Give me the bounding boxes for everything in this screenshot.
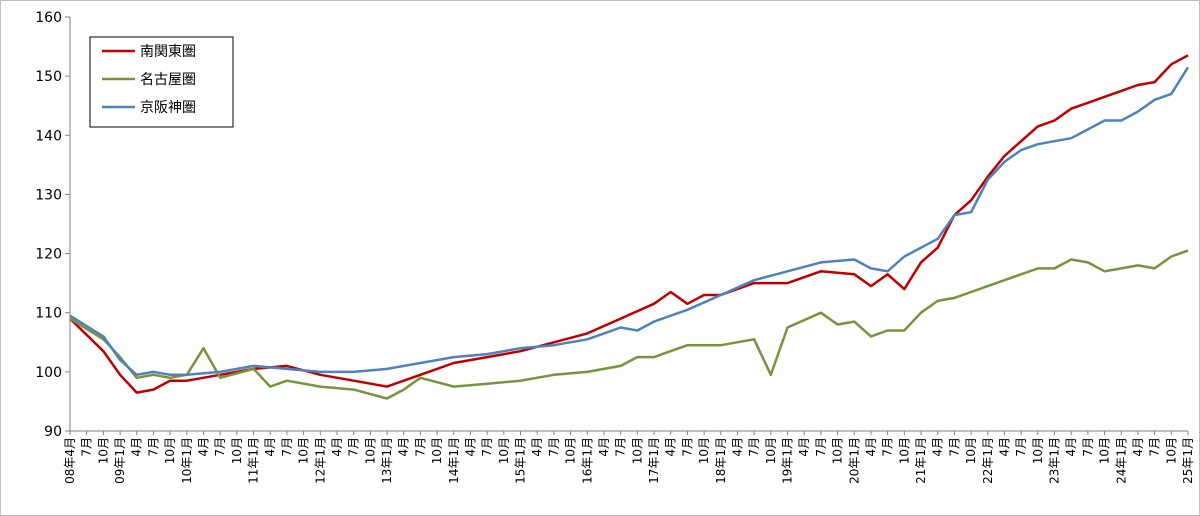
x-tick-label: 7月 (547, 437, 561, 457)
x-tick-label: 4月 (1131, 437, 1145, 457)
x-tick-label: 10月 (964, 437, 978, 464)
series-line-1 (69, 249, 1189, 400)
x-tick-label: 16年1月 (580, 437, 594, 484)
x-tick-label: 11年1月 (247, 437, 261, 484)
x-tick-labels: 08年4月 7月 10月 09年1月 4月 7月 10月 10年1月 4月 7月 10月 11年1月 4… (63, 437, 1195, 484)
x-tick-label: 7月 (814, 437, 828, 457)
legend-label: 南関東圏 (140, 44, 196, 60)
x-tick-label: 10月 (497, 437, 511, 464)
x-tick-label: 09年1月 (113, 437, 127, 484)
x-tick-label: 10月 (1164, 437, 1178, 464)
x-tick-label: 18年1月 (714, 437, 728, 484)
x-tick-label: 10月 (230, 437, 244, 464)
x-tick-label: 7月 (947, 437, 961, 457)
x-tick-label: 4月 (330, 437, 344, 457)
x-tick-label: 10月 (897, 437, 911, 464)
x-tick-label: 7月 (1014, 437, 1028, 457)
x-tick-label: 4月 (597, 437, 611, 457)
x-tick-label: 7月 (1148, 437, 1162, 457)
x-tick-label: 10月 (764, 437, 778, 464)
x-tick-label: 4月 (1064, 437, 1078, 457)
x-tick-label: 7月 (747, 437, 761, 457)
x-tick-label: 7月 (614, 437, 628, 457)
y-tick-label: 160 (35, 10, 62, 26)
x-tick-label: 4月 (664, 437, 678, 457)
x-tick-label: 7月 (1081, 437, 1095, 457)
x-tick-label: 4月 (931, 437, 945, 457)
x-tick-label: 7月 (146, 437, 160, 457)
y-tick-label: 130 (35, 187, 62, 203)
x-tick-label: 10月 (1098, 437, 1112, 464)
x-tick-label: 10月 (564, 437, 578, 464)
x-tick-label: 7月 (881, 437, 895, 457)
y-tick-label: 140 (35, 128, 62, 144)
series-lines (69, 54, 1190, 400)
x-tick-label: 21年1月 (914, 437, 928, 484)
x-tick-label: 23年1月 (1048, 437, 1062, 484)
x-tick-label: 17年1月 (647, 437, 661, 484)
x-tick-label: 7月 (280, 437, 294, 457)
y-tick-label: 110 (35, 306, 62, 322)
x-tick-label: 7月 (80, 437, 94, 457)
x-tick-label: 10月 (297, 437, 311, 464)
y-tick-label: 120 (35, 247, 62, 263)
x-tick-label: 10月 (430, 437, 444, 464)
x-tick-label: 7月 (680, 437, 694, 457)
x-tick-label: 4月 (196, 437, 210, 457)
x-tick-label: 13年1月 (380, 437, 394, 484)
x-tick-label: 4月 (130, 437, 144, 457)
x-tick-label: 7月 (347, 437, 361, 457)
axes (65, 16, 1189, 435)
x-tick-label: 15年1月 (514, 437, 528, 484)
x-tick-label: 7月 (213, 437, 227, 457)
x-tick-label: 4月 (864, 437, 878, 457)
x-tick-label: 4月 (797, 437, 811, 457)
x-tick-label: 10月 (363, 437, 377, 464)
x-tick-label: 10月 (96, 437, 110, 464)
x-tick-label: 24年1月 (1114, 437, 1128, 484)
x-tick-label: 4月 (997, 437, 1011, 457)
x-tick-label: 22年1月 (981, 437, 995, 484)
x-tick-label: 7月 (480, 437, 494, 457)
y-tick-label: 90 (44, 424, 62, 440)
x-tick-label: 10年1月 (180, 437, 194, 484)
x-tick-label: 4月 (463, 437, 477, 457)
x-tick-label: 4月 (397, 437, 411, 457)
x-tick-label: 19年1月 (781, 437, 795, 484)
y-tick-label: 150 (35, 69, 62, 85)
x-tick-label: 12年1月 (313, 437, 327, 484)
x-tick-label: 7月 (413, 437, 427, 457)
x-tick-label: 20年1月 (847, 437, 861, 484)
x-tick-label: 10月 (1031, 437, 1045, 464)
y-tick-labels: 90 100 110 120 130 140 150 160 (35, 10, 62, 440)
x-tick-label: 10月 (630, 437, 644, 464)
x-tick-label: 14年1月 (447, 437, 461, 484)
series-line-0 (69, 54, 1189, 394)
x-tick-label: 08年4月 (63, 437, 77, 484)
y-tick-label: 100 (35, 365, 62, 381)
x-tick-label: 10月 (163, 437, 177, 464)
x-tick-label: 10月 (831, 437, 845, 464)
x-tick-label: 4月 (263, 437, 277, 457)
x-tick-label: 4月 (530, 437, 544, 457)
x-tick-label: 4月 (730, 437, 744, 457)
legend-label: 名古屋圏 (140, 72, 196, 88)
legend-label: 京阪神圏 (140, 100, 196, 116)
series-line-2 (69, 66, 1190, 377)
x-tick-label: 10月 (697, 437, 711, 464)
x-tick-label: 25年1月 (1181, 437, 1195, 484)
